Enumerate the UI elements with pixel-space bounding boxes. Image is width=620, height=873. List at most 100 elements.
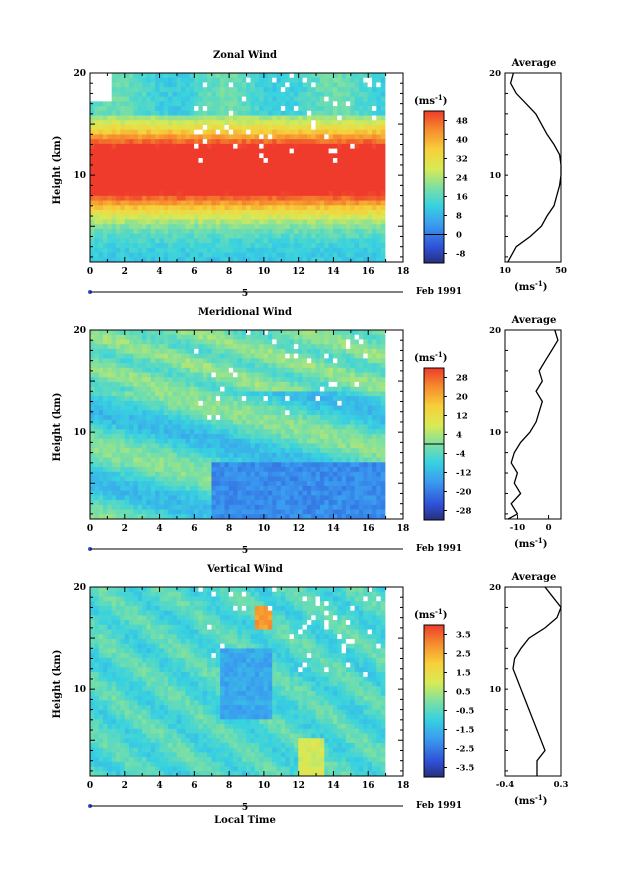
heatmap-cell: [259, 372, 264, 378]
heatmap-cell: [211, 448, 217, 454]
heatmap-cell: [306, 339, 312, 345]
heatmap-cell: [181, 452, 186, 458]
heatmap-cell: [285, 200, 290, 206]
heatmap-cell: [376, 87, 382, 93]
heatmap-cell: [137, 167, 143, 173]
heatmap-cell: [98, 158, 104, 164]
heatmap-cell: [202, 200, 208, 206]
heatmap-cell: [315, 228, 321, 235]
heatmap-cell: [224, 471, 230, 477]
heatmap-cell: [159, 139, 165, 145]
heatmap-cell: [137, 429, 143, 435]
heatmap-cell: [293, 396, 299, 402]
heatmap-cell: [116, 415, 121, 421]
heatmap-cell: [137, 490, 143, 496]
heatmap-cell: [142, 372, 147, 378]
heatmap-cell: [207, 424, 212, 430]
heatmap-cell: [289, 443, 295, 449]
heatmap-cell: [155, 396, 160, 402]
heatmap-cell: [246, 377, 251, 383]
heatmap-cell: [215, 134, 221, 140]
heatmap-cell: [246, 443, 251, 449]
heatmap-cell: [155, 500, 160, 506]
heatmap-cell: [341, 110, 347, 116]
heatmap-cell: [215, 143, 221, 150]
heatmap-cell: [263, 330, 269, 336]
heatmap-cell: [263, 73, 269, 79]
heatmap-cell: [142, 162, 147, 168]
heatmap-cell: [267, 367, 273, 373]
heatmap-cell: [94, 148, 100, 154]
heatmap-cell: [358, 120, 364, 126]
heatmap-cell: [137, 243, 143, 249]
heatmap-cell: [311, 257, 316, 263]
heatmap-cell: [276, 247, 282, 253]
heatmap-cell: [263, 228, 269, 235]
heatmap-cell: [211, 186, 217, 192]
heatmap-cell: [207, 181, 212, 187]
heatmap-cell: [276, 330, 282, 336]
heatmap-cell: [332, 252, 338, 258]
heatmap-cell: [194, 372, 199, 378]
heatmap-cell: [254, 443, 260, 449]
heatmap-cell: [363, 252, 369, 258]
heatmap-cell: [250, 495, 256, 501]
heatmap-cell: [241, 205, 247, 211]
heatmap-cell: [146, 91, 152, 98]
heatmap-cell: [90, 129, 95, 135]
heatmap-cell: [111, 200, 117, 206]
heatmap-cell: [107, 391, 113, 397]
heatmap-cell: [259, 82, 264, 88]
heatmap-cell: [319, 372, 325, 378]
heatmap-cell: [254, 485, 260, 492]
heatmap-cell: [246, 419, 251, 425]
heatmap-cell: [319, 243, 325, 249]
heatmap-cell: [224, 419, 230, 425]
heatmap-cell: [354, 191, 360, 197]
heatmap-cell: [155, 143, 160, 150]
heatmap-cell: [207, 143, 212, 150]
heatmap-cell: [129, 162, 134, 168]
heatmap-cell: [159, 186, 165, 192]
heatmap-cell: [285, 210, 290, 216]
heatmap-cell: [107, 214, 113, 220]
heatmap-cell: [159, 452, 165, 458]
heatmap-cell: [211, 257, 217, 263]
heatmap-cell: [285, 429, 290, 435]
heatmap-cell: [207, 415, 212, 421]
heatmap-cell: [237, 363, 243, 369]
heatmap-cell: [371, 181, 377, 187]
heatmap-cell: [120, 200, 126, 206]
heatmap-cell: [103, 200, 108, 206]
heatmap-cell: [215, 485, 221, 492]
heatmap-cell: [315, 495, 321, 501]
heatmap-cell: [202, 504, 208, 510]
heatmap-cell: [250, 504, 256, 510]
heatmap-cell: [285, 129, 290, 135]
heatmap-cell: [176, 438, 182, 444]
heatmap-cell: [250, 400, 256, 407]
heatmap-cell: [111, 181, 117, 187]
heatmap-cell: [315, 77, 321, 83]
heatmap-cell: [215, 158, 221, 164]
heatmap-cell: [207, 153, 212, 159]
heatmap-cell: [289, 381, 295, 388]
heatmap-cell: [129, 110, 134, 116]
heatmap-cell: [194, 410, 199, 416]
heatmap-cell: [94, 339, 100, 345]
heatmap-cell: [116, 115, 121, 121]
heatmap-cell: [124, 353, 130, 359]
heatmap-cell: [185, 228, 191, 235]
heatmap-cell: [293, 386, 299, 392]
heatmap-cell: [124, 339, 130, 345]
heatmap-cell: [142, 224, 147, 230]
heatmap-cell: [263, 481, 269, 487]
heatmap-cell: [202, 224, 208, 230]
heatmap-cell: [207, 167, 212, 173]
heatmap-cell: [176, 448, 182, 454]
heatmap-cell: [120, 509, 126, 515]
heatmap-cell: [311, 172, 316, 178]
heatmap-cell: [263, 101, 269, 107]
heatmap-cell: [267, 96, 273, 102]
heatmap-cell: [302, 471, 308, 477]
